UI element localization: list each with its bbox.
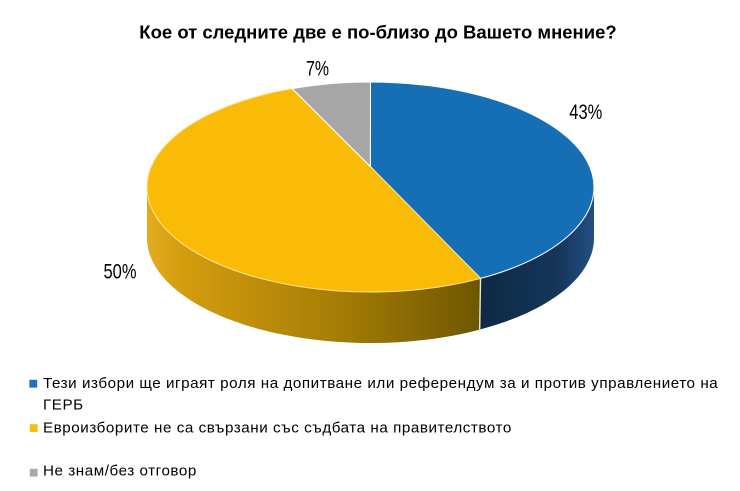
svg-text:Кое от следните две е по-близо: Кое от следните две е по-близо до Вашето… [139,22,616,43]
svg-text:Не знам/без отговор: Не знам/без отговор [43,462,197,479]
svg-text:43%: 43% [569,101,602,124]
svg-text:ГЕРБ: ГЕРБ [43,397,84,414]
svg-text:50%: 50% [104,260,137,283]
svg-text:Тези избори ще играят роля на: Тези избори ще играят роля на допитване … [43,375,718,392]
svg-text:7%: 7% [306,58,329,81]
svg-text:Евроизборите не са свързани съ: Евроизборите не са свързани със съдбата … [43,419,512,436]
